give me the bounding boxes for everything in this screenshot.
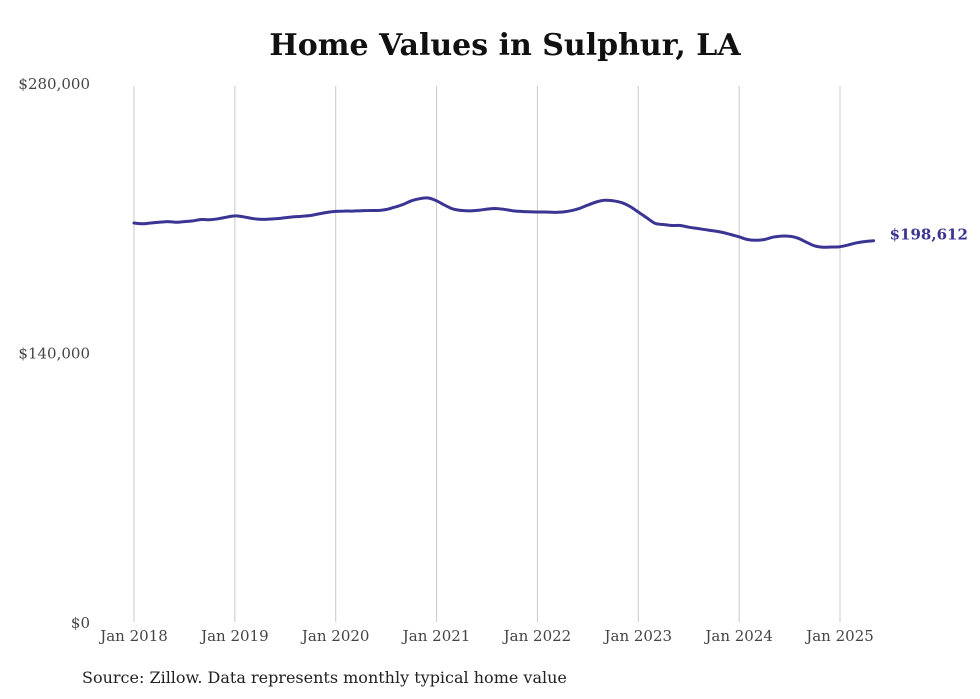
chart-title: Home Values in Sulphur, LA: [269, 28, 741, 63]
source-note: Source: Zillow. Data represents monthly …: [82, 668, 567, 687]
x-tick-label: Jan 2021: [401, 627, 471, 645]
labels-layer: $198,612: [890, 226, 968, 244]
x-tick-label: Jan 2023: [603, 627, 673, 645]
x-tick-label: Jan 2024: [703, 627, 773, 645]
x-axis-ticks: Jan 2018 Jan 2019 Jan 2020 Jan 2021 Jan 2022…: [98, 627, 874, 645]
x-tick-label: Jan 2018: [98, 627, 168, 645]
x-tick-label: Jan 2025: [804, 627, 874, 645]
y-tick-label: $140,000: [18, 345, 90, 363]
series-layer: [132, 196, 876, 249]
x-tick-label: Jan 2020: [300, 627, 370, 645]
x-tick-label: Jan 2019: [199, 627, 269, 645]
y-tick-label: $0: [71, 614, 90, 632]
y-tick-label: $280,000: [18, 75, 90, 93]
x-tick-label: Jan 2022: [502, 627, 572, 645]
home-value-line: [132, 196, 876, 249]
y-axis-ticks: $0 $140,000 $280,000: [18, 75, 90, 632]
gridlines: [133, 86, 841, 622]
end-value-label: $198,612: [890, 226, 968, 244]
